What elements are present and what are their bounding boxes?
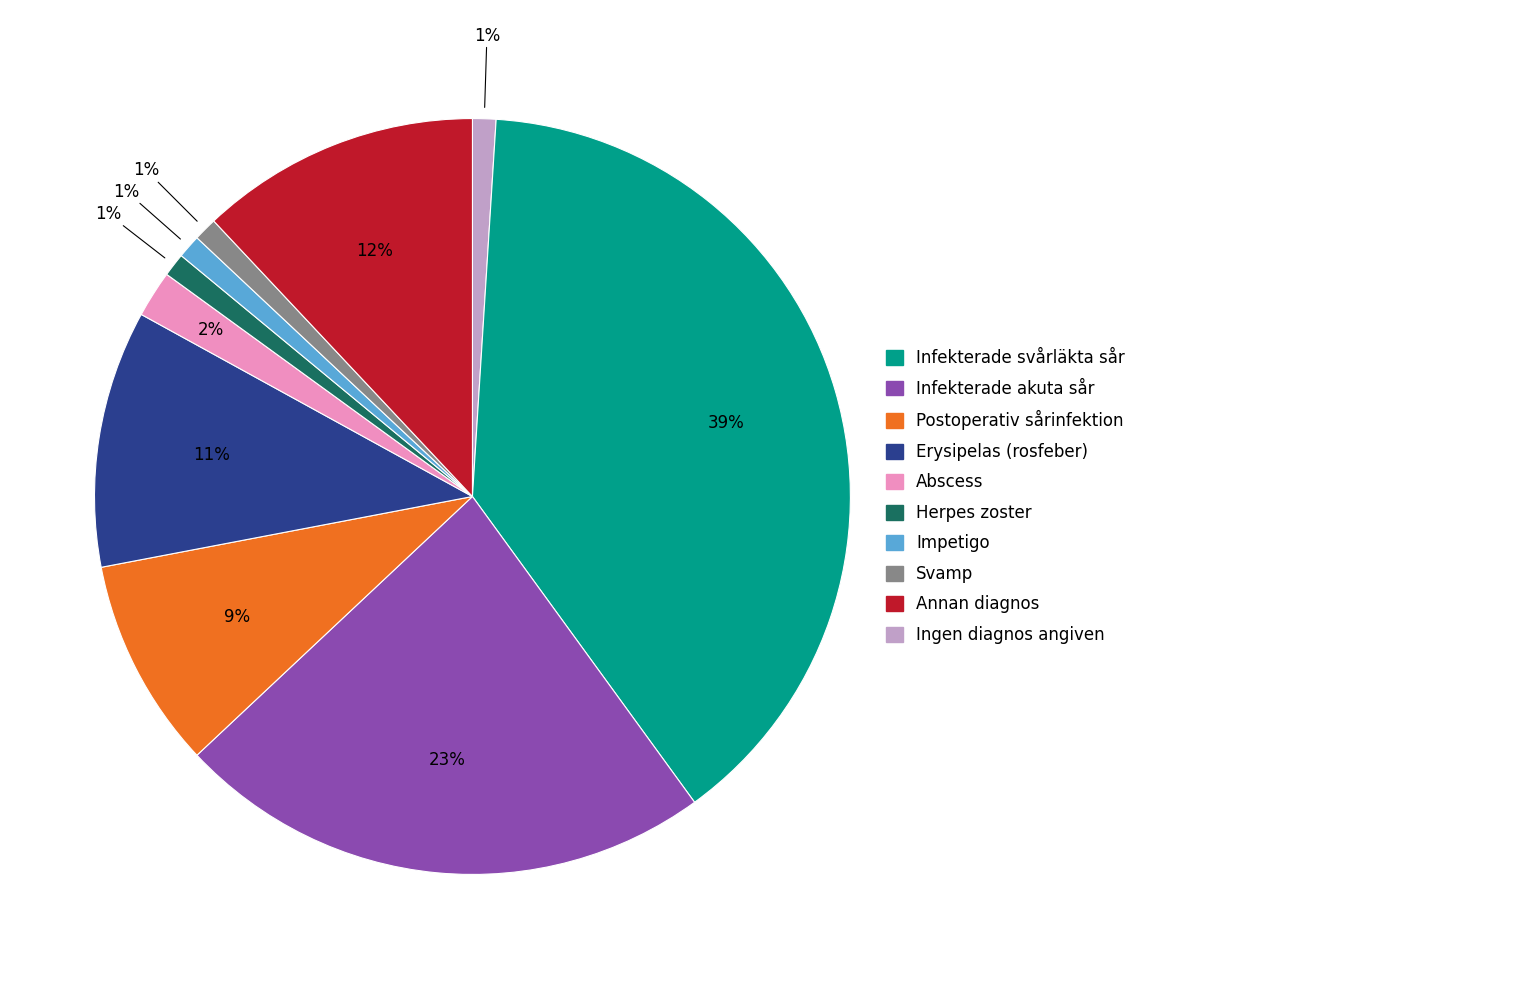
- Text: 11%: 11%: [192, 446, 230, 464]
- Wedge shape: [181, 237, 472, 496]
- Text: 12%: 12%: [357, 241, 393, 259]
- Wedge shape: [142, 274, 472, 496]
- Text: 9%: 9%: [224, 608, 250, 626]
- Wedge shape: [94, 315, 472, 567]
- Wedge shape: [197, 496, 695, 875]
- Text: 2%: 2%: [198, 322, 224, 340]
- Text: 1%: 1%: [133, 162, 197, 221]
- Text: 1%: 1%: [94, 205, 165, 258]
- Legend: Infekterade svårläkta sår, Infekterade akuta sår, Postoperativ sårinfektion, Ery: Infekterade svårläkta sår, Infekterade a…: [878, 341, 1132, 652]
- Wedge shape: [472, 118, 497, 496]
- Text: 1%: 1%: [474, 27, 500, 107]
- Wedge shape: [472, 119, 850, 802]
- Text: 23%: 23%: [430, 751, 466, 769]
- Wedge shape: [101, 496, 472, 756]
- Text: 39%: 39%: [709, 414, 745, 432]
- Wedge shape: [197, 221, 472, 496]
- Wedge shape: [166, 255, 472, 496]
- Wedge shape: [213, 118, 472, 496]
- Text: 1%: 1%: [113, 183, 180, 239]
